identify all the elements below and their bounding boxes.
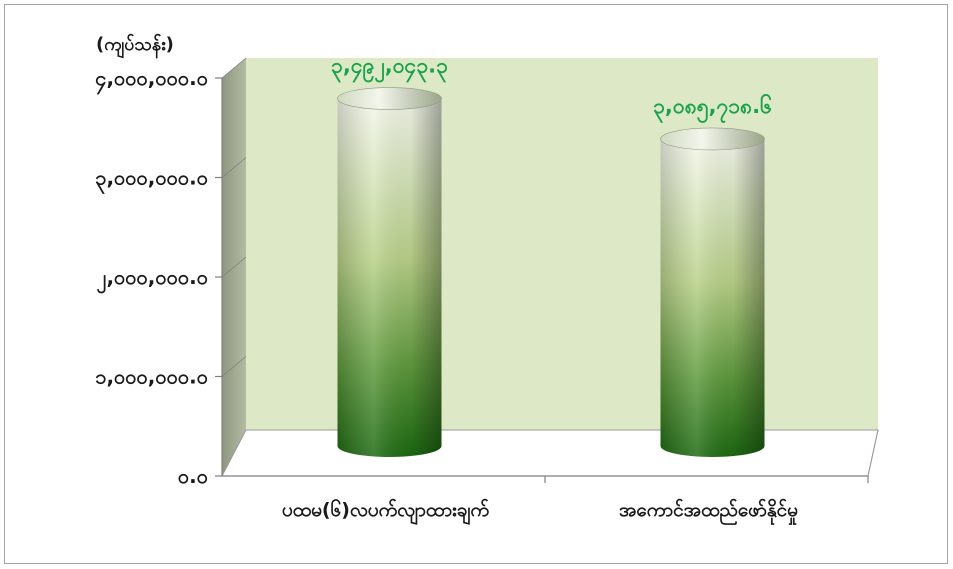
plot-floor [221,429,879,477]
y-depth-tick [221,57,247,79]
y-tick-label: ၀.၀ [178,464,208,488]
bar-cylinder-shade [337,98,442,458]
plot-walls [221,58,879,477]
x-axis: ပထမ(၆)လပက်လျာထားချက် အကောင်အထည်ဖော်နိုင်မ… [282,476,869,526]
bars: ၃,၄၉၂,၀၄၃.၃၃,၀၈၅,၇၁၈.၆ [331,54,772,458]
y-tick-label: ၄,၀၀၀,၀၀၀.၀ [95,66,208,95]
y-unit-label: (ကျပ်သန်း) [96,33,174,59]
bar-cylinder-shade [660,138,765,457]
x-category-label: အကောင်အထည်ဖော်နိုင်မှု [619,497,798,526]
y-tick-label: ၂,၀၀၀,၀၀၀.၀ [97,265,208,294]
y-tick-label: ၁,၀၀၀,၀၀၀.၀ [95,365,208,389]
y-tick-label: ၃,၀၀၀,၀၀၀.၀ [95,166,208,195]
y-depth-tick [221,256,247,278]
bar-cylinder-cap [337,87,442,110]
floor-edge [867,429,879,477]
bar-cylinder-cap [660,127,765,151]
y-depth-tick [221,157,247,178]
y-depth-tick [221,356,247,377]
x-category-label: ပထမ(၆)လပက်လျာထားချက် [282,497,490,526]
